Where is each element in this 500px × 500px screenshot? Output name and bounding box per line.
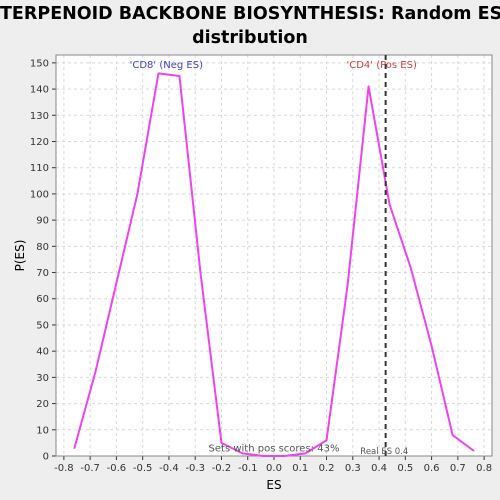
- series-point: [388, 203, 391, 206]
- x-tick-label: -0.6: [107, 463, 127, 474]
- x-tick-label: -0.5: [133, 463, 153, 474]
- series-point: [199, 271, 202, 274]
- chart-annotation: 'CD4' (Pos ES): [346, 60, 416, 71]
- y-tick-label: 50: [36, 320, 49, 331]
- y-tick-label: 20: [36, 399, 49, 410]
- y-tick-label: 80: [36, 242, 49, 253]
- series-point: [346, 284, 349, 287]
- series-point: [451, 434, 454, 436]
- x-tick-label: 0.8: [476, 463, 492, 474]
- x-tick-label: 0.4: [371, 463, 387, 474]
- series-point: [178, 75, 181, 77]
- x-tick-label: -0.2: [212, 463, 232, 474]
- x-tick-label: -0.4: [159, 463, 179, 474]
- series-point: [430, 345, 433, 347]
- y-tick-label: 140: [30, 85, 49, 96]
- x-tick-label: -0.7: [80, 463, 100, 474]
- y-tick-label: 40: [36, 347, 49, 358]
- x-axis-label: ES: [266, 478, 281, 492]
- series-point: [157, 72, 160, 75]
- chart-annotation: 'CD8' (Neg ES): [130, 60, 203, 71]
- axes: -0.8 -0.7 -0.6 -0.5 -0.4 -0.3 -0.2 -0.1 0.0 0.1 0.…: [30, 54, 493, 474]
- series-point: [304, 452, 307, 455]
- y-tick-label: 0: [43, 452, 49, 463]
- series-point: [136, 193, 139, 195]
- chart-title-line-1: TERPENOID BACKBONE BIOSYNTHESIS: Random …: [0, 4, 500, 24]
- y-tick-label: 30: [36, 373, 49, 384]
- series-point: [115, 282, 118, 284]
- series-point: [409, 266, 412, 269]
- x-tick-label: -0.3: [185, 463, 205, 474]
- series-point: [325, 439, 328, 442]
- y-tick-label: 90: [36, 216, 49, 227]
- series-point: [472, 449, 475, 452]
- y-axis-label: P(ES): [13, 240, 27, 272]
- y-tick-label: 130: [30, 111, 49, 122]
- series-layer: [73, 72, 475, 457]
- grid-lines: [56, 55, 492, 457]
- y-tick-label: 60: [36, 294, 49, 305]
- chart-annotation: Sets with pos scores: 43%: [209, 443, 340, 454]
- x-tick-label: -0.1: [238, 463, 258, 474]
- x-tick-label: 0.2: [319, 463, 335, 474]
- series-point: [94, 371, 97, 373]
- series-point: [262, 455, 265, 457]
- y-tick-label: 120: [30, 137, 49, 148]
- x-tick-label: 0.6: [424, 463, 440, 474]
- y-tick-label: 70: [36, 268, 49, 279]
- chart-annotation: Real ES 0.4: [360, 447, 408, 457]
- y-tick-label: 150: [30, 58, 49, 69]
- y-tick-label: 100: [30, 189, 49, 200]
- x-tick-label: -0.8: [54, 463, 74, 474]
- x-tick-label: 0.1: [292, 463, 308, 474]
- y-tick-label: 10: [36, 425, 49, 436]
- series-point: [73, 447, 76, 449]
- x-tick-label: 0.0: [266, 463, 282, 474]
- x-tick-label: 0.5: [397, 463, 413, 474]
- x-tick-label: 0.7: [450, 463, 466, 474]
- y-tick-label: 110: [30, 163, 49, 174]
- series-point: [367, 85, 370, 88]
- annotations-layer: 'CD8' (Neg ES) 'CD4' (Pos ES) Sets with po…: [130, 60, 417, 457]
- chart-title-line-2: distribution: [192, 28, 308, 48]
- series-line: [73, 72, 475, 457]
- series-point: [220, 442, 223, 444]
- series-point: [283, 455, 286, 457]
- x-tick-label: 0.3: [345, 463, 361, 474]
- series-point: [241, 452, 244, 455]
